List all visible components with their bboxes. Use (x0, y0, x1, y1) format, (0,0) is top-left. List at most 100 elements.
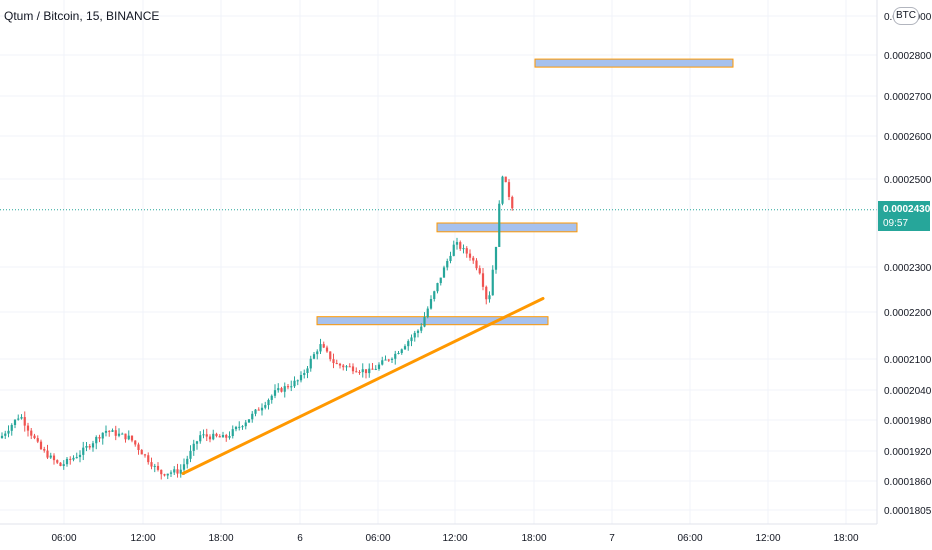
candle (111, 428, 114, 432)
candle (290, 380, 293, 392)
resistance-zone[interactable] (316, 316, 549, 326)
candle (254, 408, 257, 417)
candle (33, 433, 36, 440)
resistance-zone[interactable] (534, 58, 734, 68)
candle (127, 430, 130, 441)
candle (335, 359, 338, 365)
candle (98, 434, 101, 443)
bar-countdown: 09:57 (883, 218, 909, 229)
candle (416, 329, 420, 338)
candle (312, 351, 316, 360)
candle (488, 291, 491, 303)
candle (189, 445, 192, 463)
candle (20, 414, 23, 420)
candle (332, 353, 335, 369)
candle (465, 246, 468, 258)
candle (156, 462, 160, 472)
candle (7, 425, 10, 438)
candle (195, 440, 199, 450)
candle (49, 452, 52, 460)
candle (462, 244, 465, 254)
candle (251, 411, 254, 423)
candle (283, 382, 286, 398)
candle (234, 425, 238, 432)
y-tick-label: 0.0002300 (884, 263, 932, 274)
candle (319, 338, 322, 354)
x-tick-label: 6 (297, 533, 303, 544)
candle (221, 431, 225, 438)
candle (325, 345, 329, 353)
resistance-zone[interactable] (436, 222, 578, 233)
candle (140, 448, 143, 455)
candle (452, 240, 455, 257)
candles (0, 175, 514, 480)
candle (176, 463, 179, 478)
trendline[interactable] (181, 297, 545, 475)
price-axis[interactable]: 0.00029000.00028000.00027000.00026000.00… (884, 12, 932, 517)
currency-badge[interactable]: BTC (893, 7, 919, 25)
candle (244, 419, 247, 430)
candle (163, 473, 166, 477)
candle (247, 419, 251, 423)
y-tick-label: 0.0002500 (884, 175, 932, 186)
y-tick-label: 0.0001980 (884, 416, 932, 427)
candle (407, 339, 410, 351)
y-tick-label: 0.0002200 (884, 308, 932, 319)
candle (442, 265, 446, 278)
candle (381, 356, 384, 366)
candle (338, 362, 342, 369)
candle (481, 268, 485, 291)
candle (377, 362, 381, 371)
candle (121, 432, 124, 435)
x-tick-label: 7 (609, 533, 615, 544)
candle (455, 237, 459, 250)
candle (361, 363, 364, 378)
candle (296, 379, 299, 386)
candle (394, 350, 397, 365)
candle (257, 407, 260, 411)
candle (65, 456, 69, 467)
time-axis[interactable]: 06:00 12:00 18:00 6 06:00 12:00 18:00 7 06:00 12:… (51, 533, 858, 544)
candle (104, 425, 108, 437)
candle (449, 251, 452, 264)
candle (114, 425, 117, 441)
candle (218, 434, 221, 438)
candle (498, 200, 501, 247)
candle (0, 432, 4, 439)
candle (299, 371, 303, 383)
candle (26, 422, 30, 437)
candle (43, 446, 46, 453)
candle (273, 384, 277, 399)
candle (169, 470, 173, 477)
candle (186, 455, 189, 469)
y-tick-label: 0.0002600 (884, 132, 932, 143)
candle (478, 265, 481, 275)
candle (179, 464, 182, 478)
candle (23, 411, 26, 432)
candle (192, 439, 195, 456)
candle (280, 386, 283, 393)
candle (4, 430, 7, 439)
candle (199, 431, 202, 444)
candle (205, 428, 208, 442)
candle (101, 432, 104, 445)
candle (293, 376, 296, 389)
candle (303, 369, 306, 379)
candle (228, 431, 231, 440)
candle (72, 455, 75, 462)
candle (475, 258, 478, 271)
candle (511, 195, 514, 211)
candle (446, 258, 449, 271)
candle (413, 330, 416, 342)
candle (62, 460, 65, 470)
x-tick-label: 06:00 (365, 533, 390, 544)
x-tick-label: 12:00 (130, 533, 155, 544)
candle (410, 334, 413, 347)
x-tick-label: 18:00 (208, 533, 233, 544)
last-price-label: 0.0002430 09:57 (878, 201, 930, 231)
candle (364, 369, 368, 379)
candle (36, 435, 39, 444)
candle (433, 290, 436, 302)
candle (494, 246, 498, 274)
